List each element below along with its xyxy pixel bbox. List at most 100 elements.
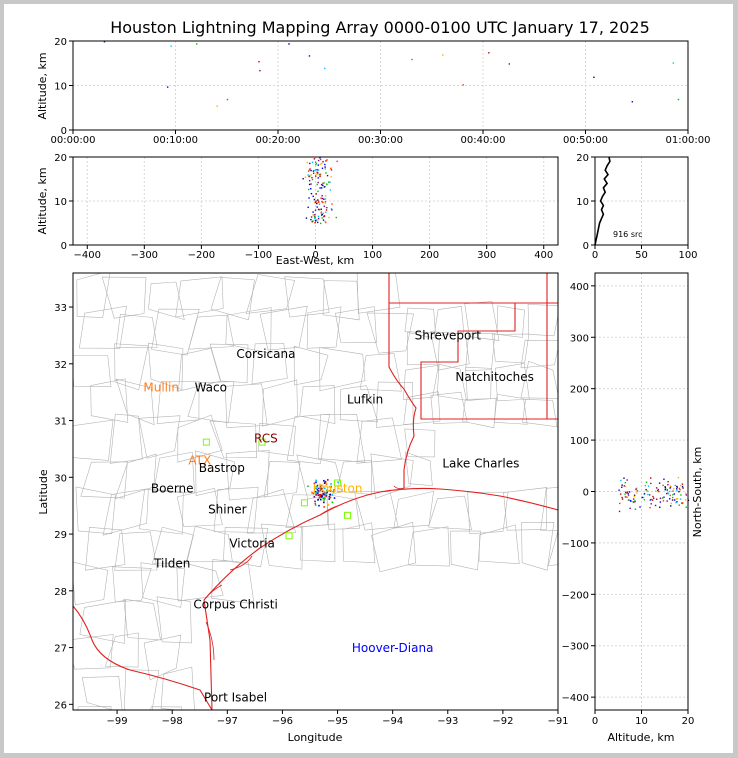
altitude-north-south-grid: [594, 273, 689, 710]
lightning-source: [632, 498, 635, 500]
lightning-source: [314, 500, 316, 503]
lightning-source: [664, 488, 666, 491]
lightning-source: [632, 501, 634, 503]
parish-outline: [494, 394, 528, 425]
lightning-source: [315, 193, 317, 195]
east-west-tick-label: 200: [420, 250, 439, 261]
county-outline: [210, 276, 255, 321]
north-south-tick-label: 400: [570, 282, 589, 293]
lightning-source: [329, 189, 332, 191]
place-label: Mullin: [143, 381, 179, 395]
lightning-source: [326, 183, 328, 186]
lightning-source: [103, 41, 106, 43]
lightning-source: [216, 105, 218, 107]
time-tick-label: 00:20:00: [256, 135, 301, 146]
lightning-source: [593, 76, 595, 78]
lightning-source: [652, 497, 655, 499]
longitude-tick-label: −91: [547, 716, 568, 727]
county-outline: [371, 521, 416, 573]
lightning-source: [313, 482, 316, 485]
east-west-tick-label: −200: [188, 250, 215, 261]
lightning-source: [308, 197, 310, 199]
latitude-tick-label: 28: [54, 587, 67, 598]
county-outline: [151, 526, 194, 564]
lightning-source: [685, 506, 687, 508]
county-outline: [90, 378, 129, 423]
county-outline: [115, 314, 158, 348]
county-outline: [73, 419, 114, 461]
lightning-source: [672, 494, 674, 496]
lightning-source: [642, 496, 645, 499]
lightning-source: [650, 498, 653, 501]
lightning-source: [316, 484, 319, 487]
lightning-source: [314, 161, 317, 163]
lightning-source: [320, 183, 323, 186]
lightning-source: [330, 175, 332, 178]
lightning-source: [648, 494, 651, 496]
latitude-tick-label: 26: [54, 700, 67, 711]
lightning-source: [318, 200, 320, 203]
latitude-tick-label: 30: [54, 473, 67, 484]
altitude-north-south-sources: [618, 476, 690, 513]
lightning-source: [329, 490, 332, 492]
lightning-source: [664, 486, 667, 489]
time-tick-label: 00:10:00: [153, 135, 198, 146]
county-outline: [335, 306, 377, 344]
county-outline: [79, 305, 127, 349]
figure-title: Houston Lightning Mapping Array 0000-010…: [110, 18, 650, 37]
lightning-source: [323, 198, 325, 200]
lightning-source: [665, 492, 668, 495]
lightning-source: [319, 187, 321, 189]
lightning-source: [325, 211, 327, 214]
north-south-tick-label: −100: [562, 539, 589, 550]
place-label: Boerne: [151, 482, 194, 496]
county-outline: [114, 343, 149, 391]
lightning-source: [633, 495, 635, 498]
lightning-source: [623, 485, 626, 487]
lightning-source: [308, 183, 311, 186]
latitude-tick-label: 32: [54, 360, 67, 371]
parish-outline: [464, 301, 500, 341]
place-label: Shreveport: [415, 328, 482, 342]
east-west-tick-label: −100: [245, 250, 272, 261]
time-tick-label: 00:50:00: [563, 135, 608, 146]
lightning-source: [636, 490, 639, 492]
lightning-source: [623, 477, 625, 479]
lightning-source: [320, 187, 323, 189]
lightning-source: [309, 162, 311, 165]
lightning-source: [682, 487, 684, 489]
lightning-source: [676, 488, 678, 490]
lightning-source: [314, 216, 316, 219]
lightning-source: [312, 172, 315, 174]
parish-outline: [496, 305, 525, 338]
county-outline: [112, 566, 152, 603]
county-outline: [123, 669, 160, 710]
lightning-source: [331, 209, 333, 211]
county-outline: [175, 276, 224, 318]
county-outline: [188, 314, 235, 350]
longitude-tick-label: −95: [327, 716, 348, 727]
lightning-source: [318, 504, 320, 507]
lightning-source: [629, 507, 631, 510]
lightning-source: [315, 494, 317, 496]
north-south-tick-label: 100: [570, 436, 589, 447]
place-label: Port Isabel: [204, 691, 267, 705]
lightning-source: [647, 485, 650, 487]
lightning-source: [320, 484, 323, 486]
lightning-source: [319, 489, 322, 492]
lightning-source: [316, 202, 318, 204]
parish-outline: [520, 339, 558, 369]
county-outline: [151, 308, 200, 356]
county-outline: [79, 599, 127, 644]
lightning-source: [670, 505, 672, 507]
lightning-source: [335, 216, 337, 219]
place-label: Waco: [195, 381, 227, 395]
lightning-source: [319, 163, 322, 165]
east-west-tick-label: 100: [363, 250, 382, 261]
lightning-source: [337, 481, 339, 484]
lightning-source: [312, 492, 315, 495]
county-outline: [393, 490, 434, 529]
lightning-source: [667, 480, 669, 483]
inland-coast-detail: [203, 485, 405, 661]
lightning-source: [488, 52, 490, 54]
